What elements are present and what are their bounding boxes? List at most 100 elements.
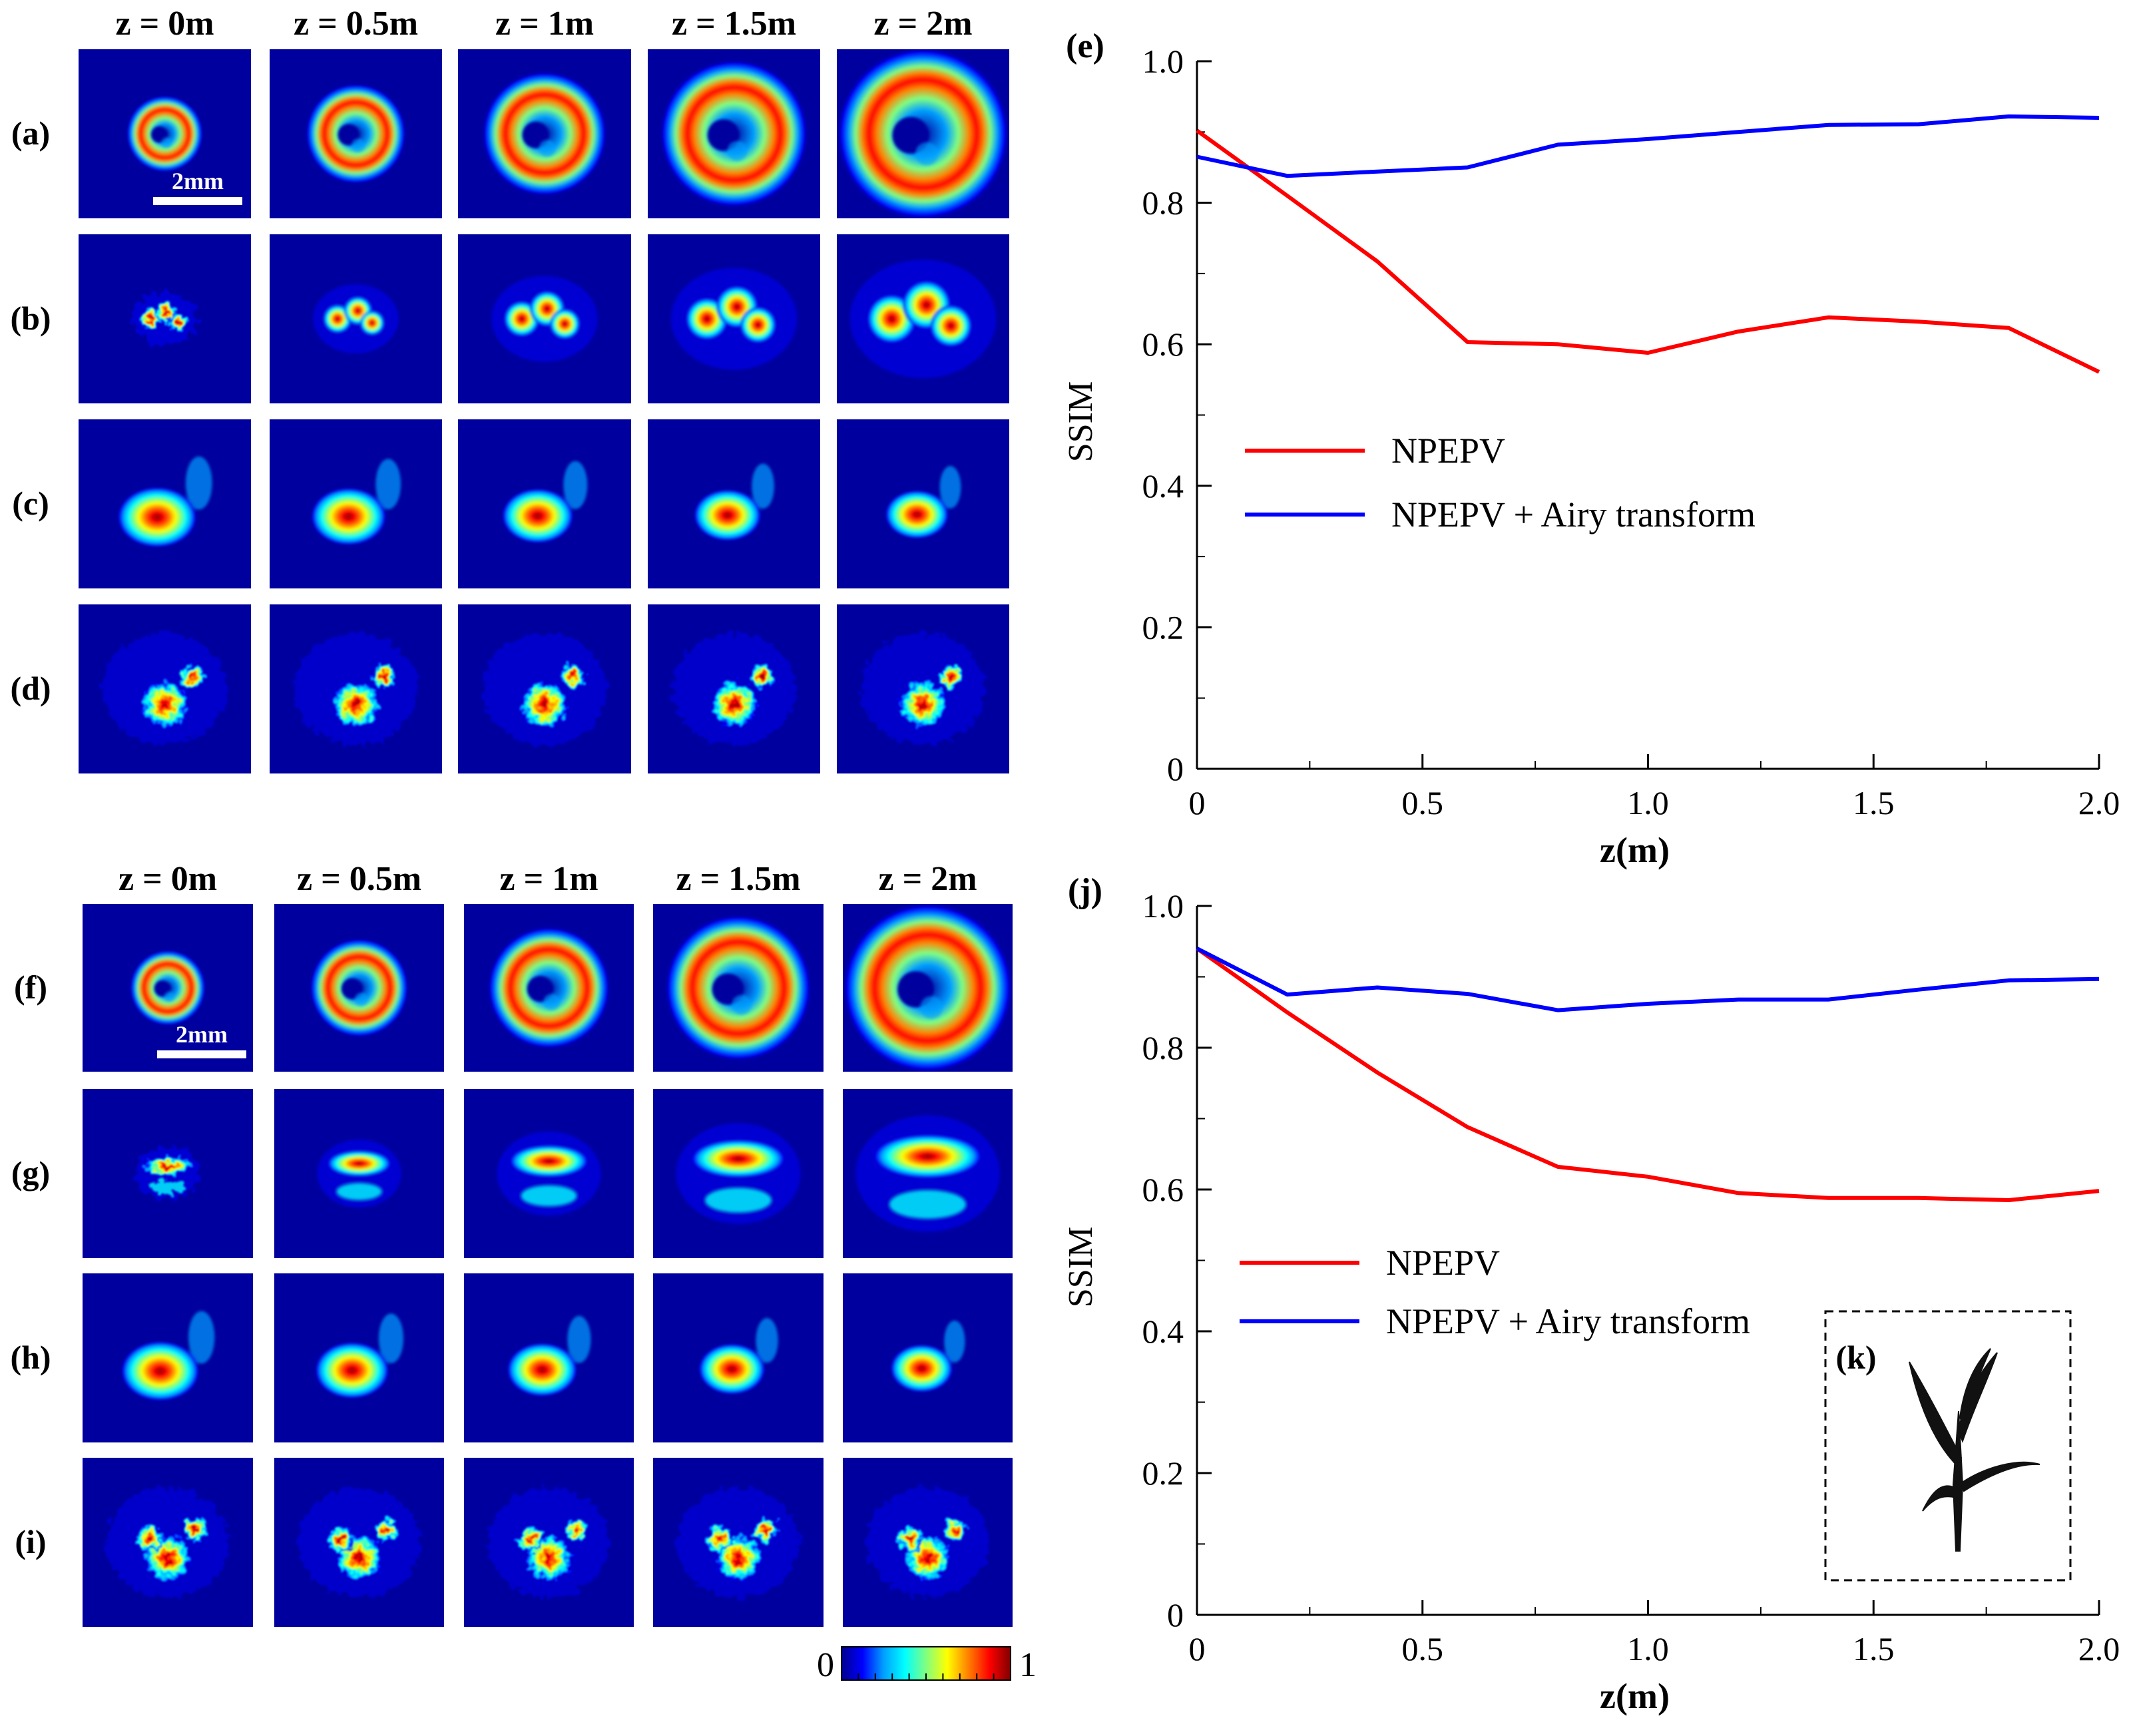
y-tick-label: 1.0 [1142, 887, 1184, 925]
y-tick-label: 0.8 [1142, 184, 1184, 222]
column-header: z = 0.5m [297, 860, 421, 898]
legend-entry: NPEPV [1386, 1243, 1500, 1283]
ssim-chart-1: 0 0.2 0.4 0.6 0.8 1.0 0 0.5 1.0 1.5 2.0 z(m) SSIM (e)… [1062, 27, 2120, 870]
speckled-ring-beam [849, 260, 997, 378]
intensity-panel [458, 604, 631, 773]
intensity-panel [270, 49, 442, 218]
arc-beam [497, 1131, 601, 1216]
intensity-panel [648, 419, 820, 588]
x-tick-label: 1.5 [1853, 784, 1895, 821]
airy-lobe-beam [310, 459, 401, 546]
x-tick-label: 1.5 [1853, 1630, 1895, 1667]
airy-lobe-beam [507, 1315, 591, 1397]
intensity-panel [648, 49, 820, 218]
airy-lobe-beam [501, 461, 588, 544]
intensity-panel [837, 419, 1009, 588]
x-axis-label: z(m) [1600, 830, 1670, 870]
x-tick-label: 2.0 [2078, 1630, 2120, 1667]
x-tick-label: 1.0 [1627, 784, 1669, 821]
arc-beam [317, 1139, 401, 1208]
intensity-panel [464, 904, 634, 1072]
vortex-ring-beam [483, 73, 606, 195]
scale-bar: 2mm [157, 1021, 246, 1058]
noisy-airy-beam [103, 633, 227, 745]
intensity-panel [458, 234, 631, 403]
intensity-panel [837, 604, 1009, 773]
inset-label: (k) [1835, 1339, 1876, 1376]
intensity-panel [837, 49, 1009, 218]
speckled-ring-beam [132, 292, 198, 345]
panel-group-1: z = 0m z = 0.5m z = 1m z = 1.5m z = 2m (a) 2mm… [10, 5, 1009, 773]
row-label: (b) [10, 300, 51, 337]
intensity-panel [79, 419, 251, 588]
intensity-panel [653, 1458, 824, 1627]
intensity-panel [79, 604, 251, 773]
intensity-panel [837, 234, 1009, 403]
airy-lobe-beam [885, 466, 961, 539]
intensity-panel [648, 234, 820, 403]
intensity-panel [843, 1273, 1013, 1442]
row-label: (i) [15, 1523, 46, 1560]
vortex-ring-beam [489, 927, 609, 1048]
legend-entry: NPEPV [1391, 431, 1505, 471]
x-tick-label: 0 [1189, 1630, 1206, 1667]
airy-lobe-beam [698, 1318, 778, 1395]
row-label: (f) [14, 969, 47, 1006]
intensity-panels: z = 0m z = 0.5m z = 1m z = 1.5m z = 2m (a) 2mm… [10, 5, 1013, 1627]
vortex-ring-beam [661, 61, 807, 207]
intensity-panel [843, 1458, 1013, 1627]
intensity-panel [274, 1273, 444, 1442]
y-tick-label: 0.6 [1142, 1171, 1184, 1208]
intensity-panel [458, 49, 631, 218]
column-header: z = 0.5m [294, 5, 418, 43]
y-tick-label: 0.4 [1142, 467, 1184, 505]
inset-k: (k) [1824, 1310, 2072, 1582]
scale-bar-label: 2mm [176, 1021, 228, 1048]
column-header: z = 1.5m [676, 860, 800, 898]
arc-beam [855, 1115, 1000, 1232]
y-tick-label: 0 [1167, 1596, 1184, 1633]
vortex-ring-beam [127, 96, 202, 172]
y-tick-label: 1.0 [1142, 43, 1184, 80]
intensity-panel [464, 1458, 634, 1627]
column-header: z = 0m [118, 860, 217, 898]
plant-seedling-icon [1909, 1348, 2040, 1552]
vortex-ring-beam [844, 905, 1011, 1071]
row-label: (d) [10, 670, 51, 707]
vortex-ring-beam [130, 951, 205, 1025]
noisy-airy-beam [294, 633, 418, 745]
intensity-panel [83, 1089, 253, 1258]
column-header: z = 1m [495, 5, 594, 43]
colorbar-min-label: 0 [817, 1646, 834, 1684]
ssim-charts: 0 0.2 0.4 0.6 0.8 1.0 0 0.5 1.0 1.5 2.0 z(m) SSIM (e)… [1062, 27, 2120, 1716]
x-tick-label: 2.0 [2078, 784, 2120, 821]
airy-lobe-beam [117, 456, 212, 548]
intensity-panel [653, 904, 824, 1072]
intensity-panel [83, 1458, 253, 1627]
y-tick-label: 0 [1167, 750, 1184, 787]
legend: NPEPV NPEPV + Airy transform [1245, 431, 1756, 535]
legend-entry: NPEPV + Airy transform [1391, 495, 1756, 535]
panel-label: (j) [1068, 872, 1102, 910]
speckled-ring-beam [491, 276, 598, 362]
noisy-airy-beam [861, 633, 985, 745]
y-tick-label: 0.8 [1142, 1029, 1184, 1066]
arc-beam [676, 1123, 801, 1224]
legend-entry: NPEPV + Airy transform [1386, 1301, 1750, 1341]
intensity-panel [79, 234, 251, 403]
panel-label: (e) [1066, 27, 1104, 65]
noisy-airy-arc-beam [106, 1487, 230, 1598]
noisy-airy-arc-beam [298, 1487, 421, 1598]
intensity-panel [648, 604, 820, 773]
ssim-chart-2: 0 0.2 0.4 0.6 0.8 1.0 0 0.5 1.0 1.5 2.0 z(m) SSIM (j)… [1062, 872, 2120, 1716]
vortex-ring-beam [838, 49, 1008, 218]
noisy-airy-arc-beam [487, 1487, 610, 1598]
series-line-npepv-airy-transform [1196, 114, 2100, 178]
x-axis-label: z(m) [1600, 1676, 1670, 1716]
airy-lobe-beam [890, 1320, 965, 1393]
intensity-panel [464, 1089, 634, 1258]
vortex-ring-beam [666, 916, 810, 1060]
